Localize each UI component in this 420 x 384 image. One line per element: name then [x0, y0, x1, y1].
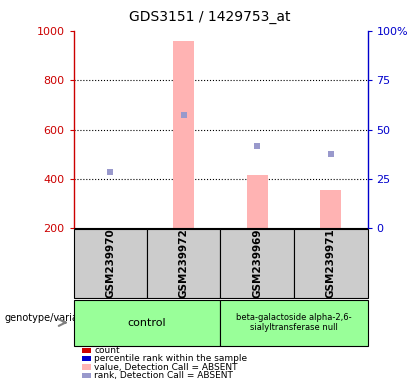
Text: GSM239969: GSM239969 [252, 229, 262, 298]
Text: beta-galactoside alpha-2,6-
sialyltransferase null: beta-galactoside alpha-2,6- sialyltransf… [236, 313, 352, 332]
Text: value, Detection Call = ABSENT: value, Detection Call = ABSENT [94, 362, 238, 372]
Bar [247, 175, 268, 228]
Text: rank, Detection Call = ABSENT: rank, Detection Call = ABSENT [94, 371, 234, 380]
Text: control: control [128, 318, 166, 328]
Bar [320, 190, 341, 228]
Text: GSM239972: GSM239972 [179, 228, 189, 298]
Text: GDS3151 / 1429753_at: GDS3151 / 1429753_at [129, 10, 291, 23]
Text: percentile rank within the sample: percentile rank within the sample [94, 354, 248, 363]
Text: genotype/variation: genotype/variation [4, 313, 97, 323]
Text: GSM239971: GSM239971 [326, 228, 336, 298]
Bar [173, 41, 194, 228]
Text: GSM239970: GSM239970 [105, 228, 115, 298]
Text: count: count [94, 346, 120, 355]
